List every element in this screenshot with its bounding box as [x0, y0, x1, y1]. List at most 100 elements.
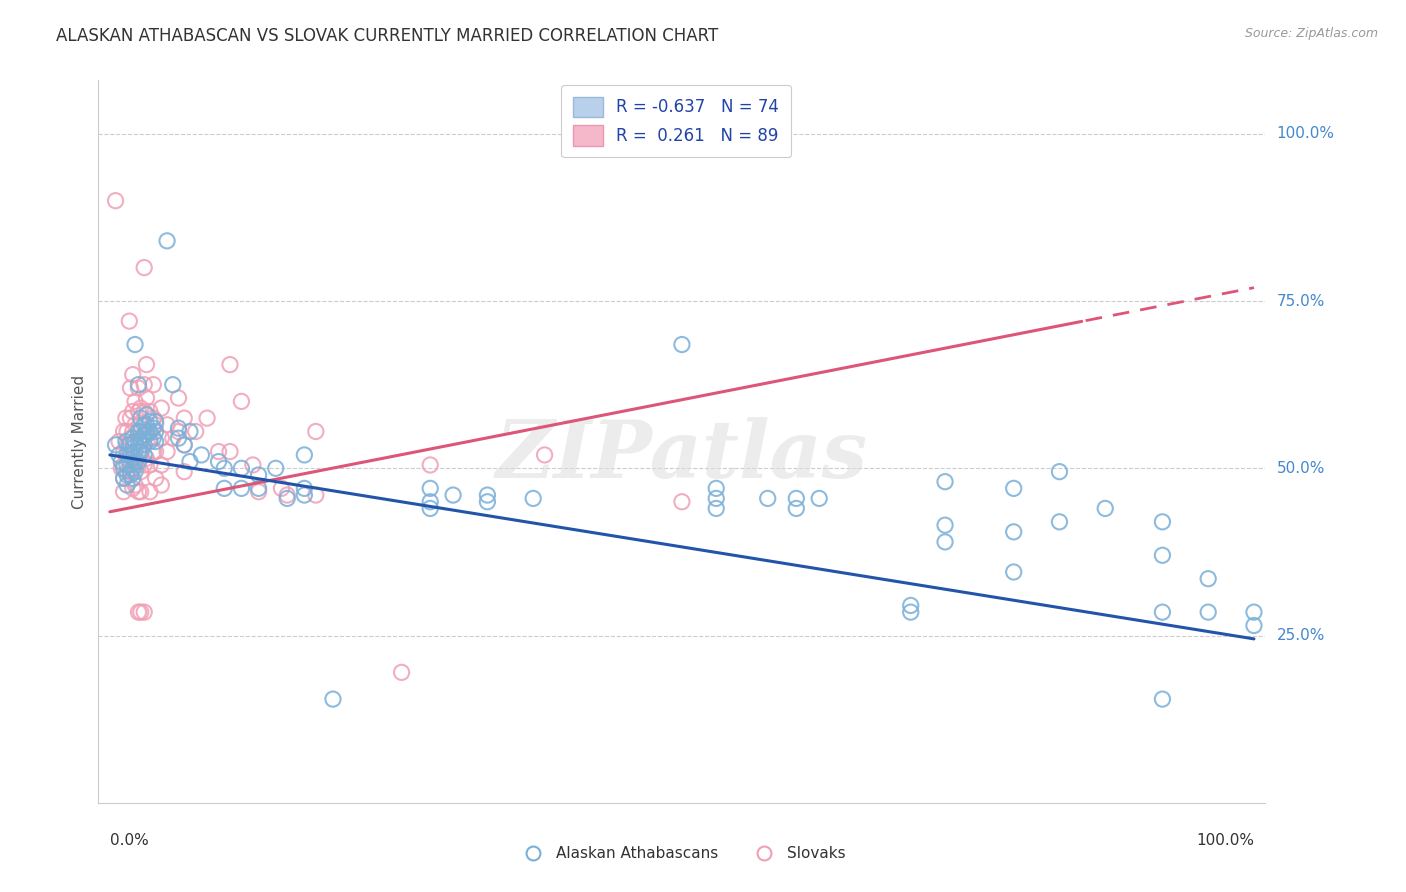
Point	[135, 408, 157, 422]
Point	[704, 482, 727, 496]
Point	[231, 482, 253, 496]
Point	[120, 467, 142, 482]
Point	[1197, 572, 1219, 586]
Point	[124, 444, 146, 458]
Point	[150, 478, 173, 492]
Point	[121, 444, 143, 458]
Point	[129, 434, 152, 449]
Point	[142, 411, 165, 425]
Point	[104, 194, 127, 208]
Point	[129, 417, 152, 432]
Point	[120, 381, 142, 395]
Point	[322, 692, 344, 706]
Point	[219, 358, 242, 372]
Point	[127, 425, 149, 439]
Point	[264, 461, 287, 475]
Point	[135, 358, 157, 372]
Point	[1002, 565, 1025, 579]
Point	[127, 455, 149, 469]
Point	[134, 448, 156, 462]
Point	[127, 458, 149, 472]
Point	[134, 404, 156, 418]
Point	[142, 444, 165, 458]
Point	[145, 414, 167, 429]
Point	[671, 494, 693, 508]
Point	[124, 478, 146, 492]
Point	[934, 518, 956, 533]
Point	[124, 417, 146, 432]
Point	[134, 438, 156, 452]
Point	[142, 421, 165, 435]
Point	[305, 488, 328, 502]
Point	[419, 458, 441, 472]
Point	[391, 665, 413, 680]
Point	[207, 444, 229, 458]
Point	[115, 478, 138, 492]
Point	[115, 448, 138, 462]
Point	[121, 471, 143, 485]
Point	[135, 427, 157, 442]
Point	[135, 451, 157, 466]
Point	[276, 491, 298, 506]
Point	[214, 461, 236, 475]
Point	[167, 421, 190, 435]
Point	[173, 438, 195, 452]
Point	[120, 465, 142, 479]
Point	[184, 425, 207, 439]
Point	[276, 488, 298, 502]
Point	[120, 411, 142, 425]
Point	[247, 467, 270, 482]
Point	[785, 501, 807, 516]
Point	[124, 455, 146, 469]
Point	[900, 599, 922, 613]
Point	[704, 501, 727, 516]
Text: ZIPatlas: ZIPatlas	[496, 417, 868, 495]
Point	[162, 431, 184, 445]
Point	[124, 337, 146, 351]
Point	[934, 534, 956, 549]
Point	[135, 417, 157, 432]
Point	[419, 501, 441, 516]
Point	[134, 458, 156, 472]
Point	[121, 425, 143, 439]
Point	[139, 431, 162, 445]
Point	[808, 491, 831, 506]
Point	[214, 482, 236, 496]
Point	[127, 444, 149, 458]
Point	[179, 425, 201, 439]
Point	[167, 391, 190, 405]
Point	[139, 404, 162, 418]
Point	[135, 425, 157, 439]
Point	[1243, 605, 1265, 619]
Point	[121, 451, 143, 466]
Point	[150, 401, 173, 416]
Point	[167, 425, 190, 439]
Point	[1243, 618, 1265, 632]
Point	[110, 461, 132, 475]
Point	[231, 461, 253, 475]
Point	[121, 482, 143, 496]
Point	[112, 471, 135, 485]
Point	[127, 605, 149, 619]
Point	[127, 377, 149, 392]
Point	[124, 434, 146, 449]
Point	[173, 438, 195, 452]
Point	[120, 431, 142, 445]
Point	[934, 475, 956, 489]
Text: Source: ZipAtlas.com: Source: ZipAtlas.com	[1244, 27, 1378, 40]
Point	[121, 462, 143, 476]
Point	[441, 488, 464, 502]
Point	[124, 465, 146, 479]
Point	[156, 444, 179, 458]
Point	[115, 434, 138, 449]
Point	[120, 448, 142, 462]
Point	[173, 411, 195, 425]
Point	[173, 465, 195, 479]
Point	[1152, 692, 1174, 706]
Point	[139, 414, 162, 429]
Point	[124, 438, 146, 452]
Point	[129, 425, 152, 439]
Text: 100.0%: 100.0%	[1197, 833, 1254, 848]
Point	[112, 425, 135, 439]
Point	[292, 448, 315, 462]
